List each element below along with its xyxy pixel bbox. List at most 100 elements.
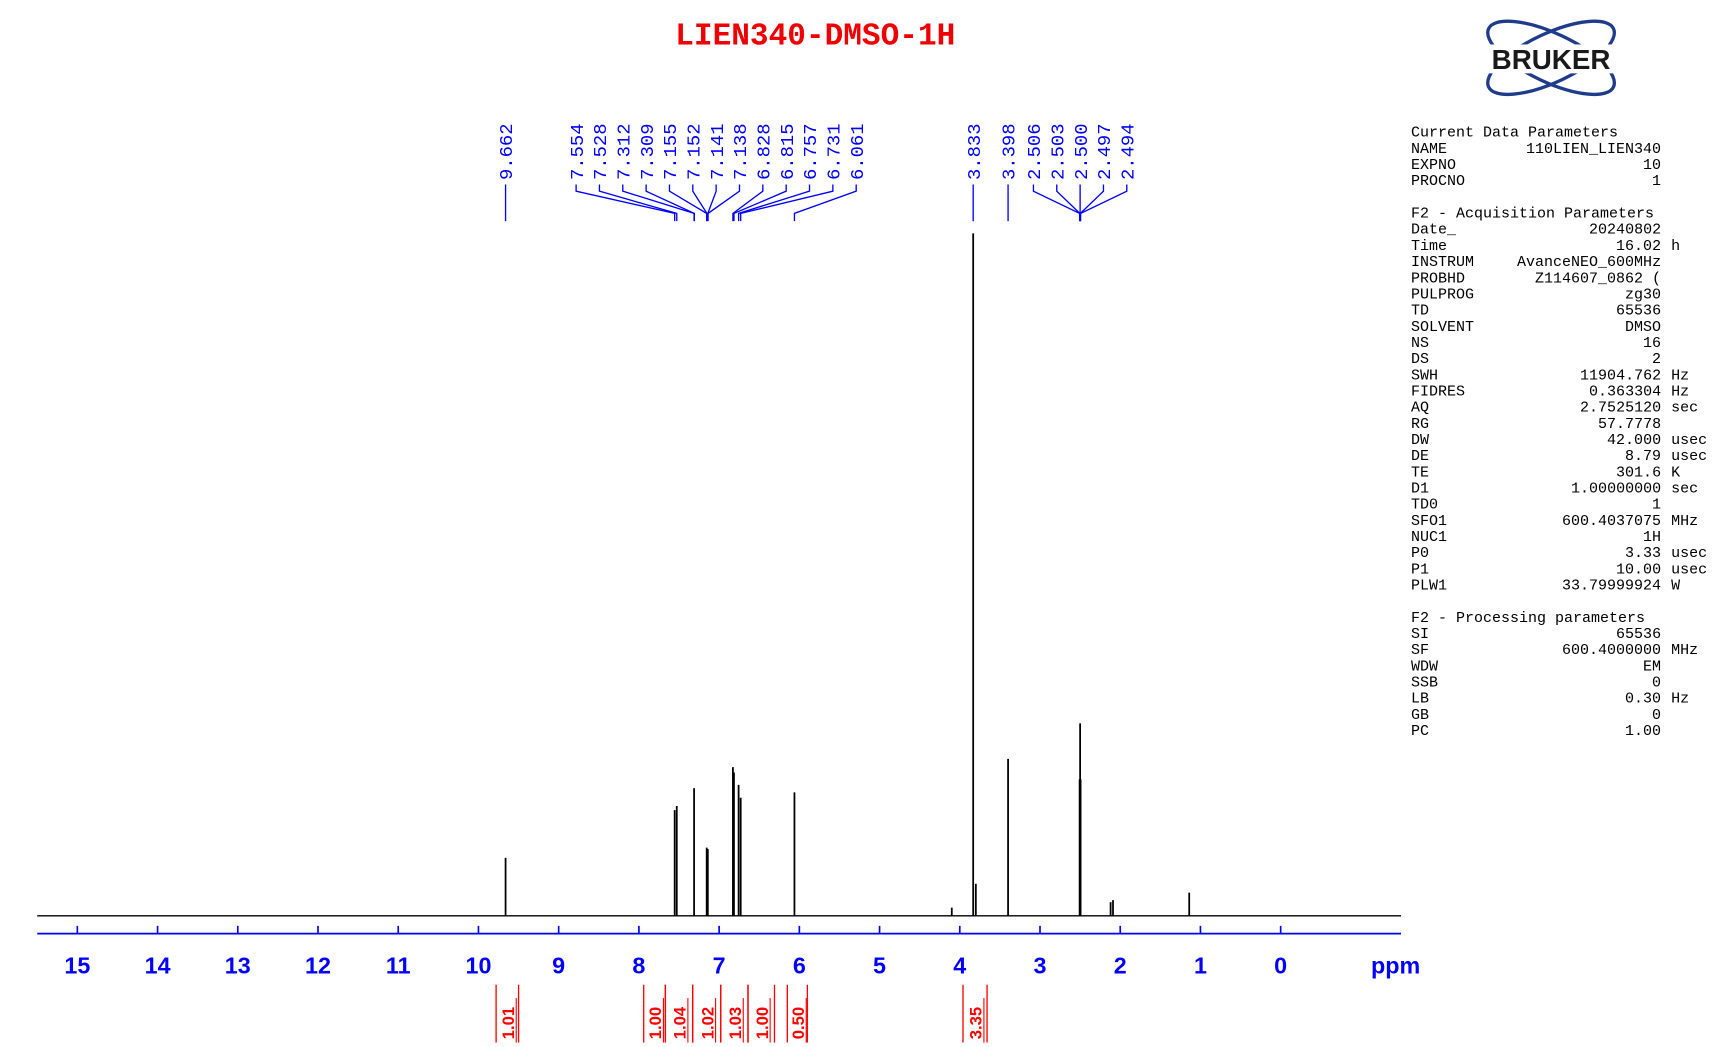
- parameter-unit: Hz: [1671, 367, 1689, 384]
- peak-label-connector: [733, 184, 787, 222]
- peak-label: 2.494: [1117, 123, 1139, 180]
- logo-backdrop: [1456, 44, 1646, 74]
- peak-label: 7.138: [730, 123, 752, 180]
- peak-label: 2.503: [1047, 123, 1069, 180]
- parameter-value: zg30: [1625, 286, 1661, 303]
- integral-value: 0.50: [789, 1007, 808, 1039]
- parameter-unit: usec: [1671, 432, 1707, 449]
- parameter-value: 10: [1643, 157, 1661, 174]
- parameter-value: 2: [1652, 351, 1661, 368]
- parameter-value: 1: [1652, 497, 1661, 514]
- parameter-name: WDW: [1411, 658, 1438, 675]
- peak-label: 7.554: [567, 123, 589, 180]
- parameter-unit: MHz: [1671, 642, 1698, 659]
- parameter-value: 57.7778: [1598, 416, 1661, 433]
- peak-label: 7.312: [613, 123, 635, 180]
- parameter-name: SWH: [1411, 367, 1438, 384]
- parameter-unit: usec: [1671, 545, 1707, 562]
- parameter-value: 0.363304: [1589, 383, 1661, 400]
- parameter-name: FIDRES: [1411, 383, 1465, 400]
- x-tick-label: 7: [713, 953, 726, 979]
- peak-label-connector: [737, 184, 811, 222]
- peak-label-connector: [645, 184, 695, 222]
- parameter-value: 0.30: [1625, 691, 1661, 708]
- parameter-name: DW: [1411, 432, 1429, 449]
- integral-value: 1.01: [499, 1007, 518, 1039]
- parameter-value: 16.02: [1616, 238, 1661, 255]
- peak-label-connector: [707, 184, 741, 222]
- parameter-name: PROCNO: [1411, 173, 1465, 190]
- integral-value: 1.02: [698, 1007, 717, 1039]
- x-tick-label: 13: [225, 953, 251, 979]
- x-tick-label: 11: [386, 953, 411, 979]
- parameter-name: SF: [1411, 642, 1429, 659]
- parameter-value: 65536: [1616, 626, 1661, 643]
- parameter-unit: MHz: [1671, 513, 1698, 530]
- parameter-value: DMSO: [1625, 319, 1661, 336]
- parameter-value: 600.4037075: [1562, 513, 1661, 530]
- x-tick-label: 2: [1114, 953, 1127, 979]
- parameter-name: NAME: [1411, 141, 1447, 158]
- x-tick-label: 14: [145, 953, 171, 979]
- x-tick-label: 6: [793, 953, 806, 979]
- peak-label: 2.506: [1024, 123, 1046, 180]
- peak-label: 7.528: [590, 123, 612, 180]
- parameter-value: 1H: [1643, 529, 1661, 546]
- parameter-name: DS: [1411, 351, 1429, 368]
- peak-label: 3.398: [999, 123, 1021, 180]
- parameter-value: 11904.762: [1580, 367, 1661, 384]
- peak-label: 6.815: [777, 123, 799, 180]
- parameter-value: 20240802: [1589, 222, 1661, 239]
- peak-label: 7.152: [683, 123, 705, 180]
- parameter-value: 110LIEN_LIEN340: [1526, 141, 1661, 158]
- parameter-name: NUC1: [1411, 529, 1447, 546]
- parameter-unit: sec: [1671, 480, 1698, 497]
- parameter-value: EM: [1643, 658, 1661, 675]
- parameter-value: 600.4000000: [1562, 642, 1661, 659]
- parameter-name: P1: [1411, 561, 1429, 578]
- peak-label-connector: [1079, 184, 1105, 222]
- parameter-name: SI: [1411, 626, 1429, 643]
- parameter-name: DE: [1411, 448, 1429, 465]
- parameter-name: PULPROG: [1411, 286, 1474, 303]
- peak-label-connector: [622, 184, 695, 222]
- x-tick-label: 3: [1034, 953, 1047, 979]
- parameter-name: PROBHD: [1411, 270, 1465, 287]
- parameter-value: 1.00000000: [1571, 480, 1661, 497]
- logo-orbit: [1486, 19, 1617, 97]
- integral-value: 1.00: [753, 1007, 772, 1039]
- peak-label-connector: [707, 184, 717, 222]
- peak-label: 7.141: [707, 123, 729, 180]
- parameter-name: SSB: [1411, 675, 1438, 692]
- parameter-value: 33.79999924: [1562, 578, 1661, 595]
- x-axis-label: ppm: [1371, 953, 1420, 979]
- parameter-name: AQ: [1411, 400, 1429, 417]
- peak-label-connector: [692, 184, 708, 222]
- peak-label-connector: [793, 184, 857, 222]
- peak-label-connector: [598, 184, 678, 222]
- parameter-value: 10.00: [1616, 561, 1661, 578]
- peak-label-connector: [740, 184, 834, 222]
- logo-orbit: [1486, 19, 1617, 97]
- parameter-unit: Hz: [1671, 383, 1689, 400]
- peak-label: 3.833: [964, 123, 986, 180]
- parameter-value: 42.000: [1607, 432, 1661, 449]
- integral-value: 1.04: [671, 1006, 690, 1039]
- parameter-name: P0: [1411, 545, 1429, 562]
- x-tick-label: 5: [873, 953, 886, 979]
- peak-label: 2.497: [1094, 123, 1116, 180]
- peak-label: 7.309: [637, 123, 659, 180]
- parameter-value: 2.7525120: [1580, 400, 1661, 417]
- parameters-section-title: F2 - Acquisition Parameters: [1411, 206, 1654, 223]
- parameters-section-title: F2 - Processing parameters: [1411, 610, 1645, 627]
- parameter-unit: W: [1671, 578, 1680, 595]
- parameter-name: TD0: [1411, 497, 1438, 514]
- x-tick-label: 10: [465, 953, 491, 979]
- parameter-value: 8.79: [1625, 448, 1661, 465]
- parameter-name: SOLVENT: [1411, 319, 1474, 336]
- peak-label: 6.061: [847, 123, 869, 180]
- parameter-name: EXPNO: [1411, 157, 1456, 174]
- peak-label: 9.662: [496, 123, 518, 180]
